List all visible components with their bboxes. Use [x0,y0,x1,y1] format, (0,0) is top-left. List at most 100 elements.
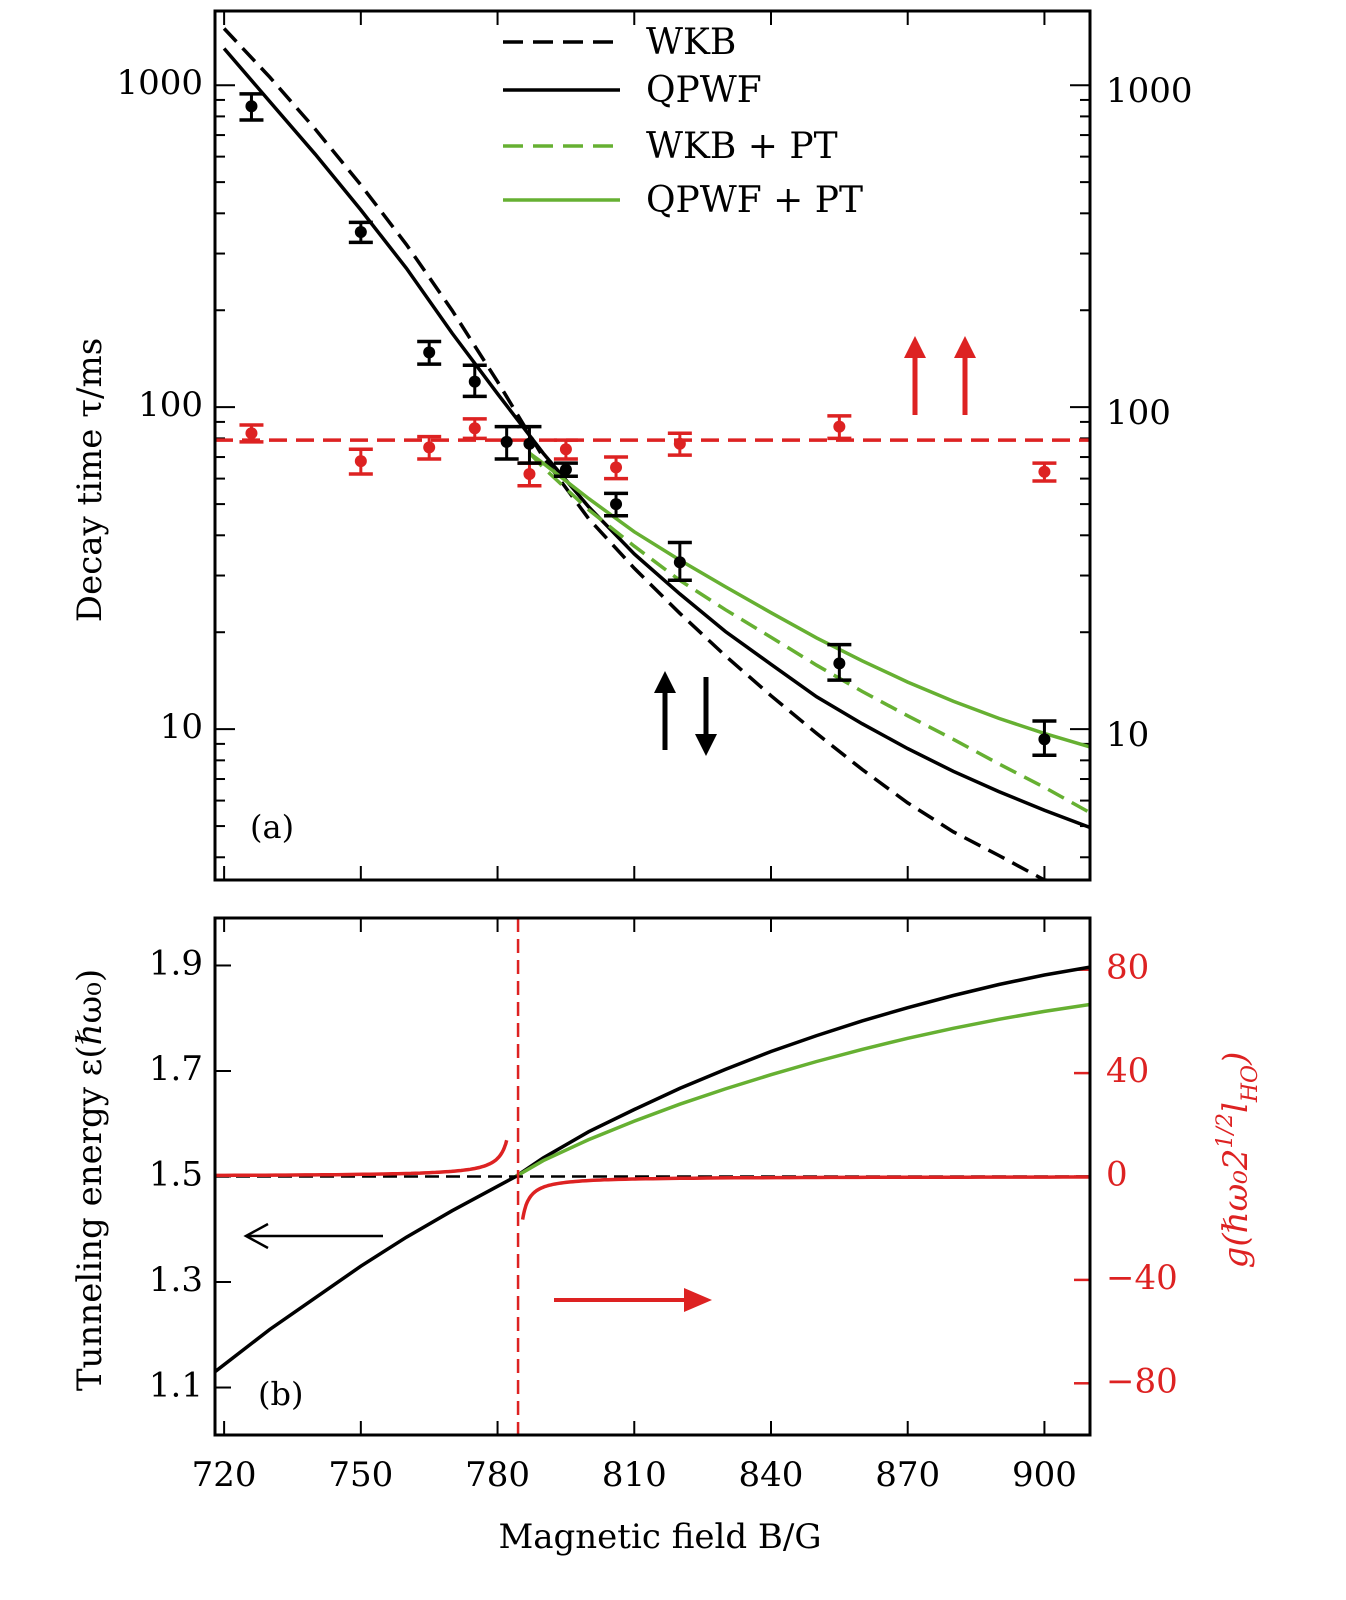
panel-b-ytick-label-right: 40 [1106,1051,1149,1091]
red-point [239,423,264,444]
legend: WKB QPWF WKB + PT QPWF + PT [503,22,863,221]
marker [245,100,258,113]
arrow-head [243,1222,269,1250]
black-point [348,220,373,245]
black-point [827,642,852,682]
panel-b-xtick-label: 780 [465,1455,530,1495]
panel-a-label: (a) [250,808,294,846]
panel-b-xtick-label: 870 [875,1455,940,1495]
arrow-head [654,671,676,693]
red-point [667,431,692,457]
panel-b-plot-area [215,918,1090,1435]
panel-b-xtick-label: 900 [1012,1455,1077,1495]
arrow-head [695,734,717,756]
panel-a-ticks: 10 10 100 100 1000 1000 [116,11,1193,880]
marker [1038,465,1051,478]
panel-b: 720 750 780 810 840 870 900 1.1 1.3 1.5 1.7 1.9 −80 −… [70,916,1263,1557]
panel-b-ticks: 720 750 780 810 840 870 900 1.1 1.3 1.5 1.7 1.9 −80 −… [149,918,1178,1495]
series-line-3 [528,451,1090,749]
red-point [517,461,542,488]
red-point [417,434,442,461]
marker [423,346,436,359]
panel-b-ytick-label: 1.9 [149,943,203,983]
red-point [553,438,578,461]
black-point [1032,719,1057,757]
red-point [604,455,629,481]
panel-b-xtick-label: 840 [739,1455,804,1495]
series-line-2 [528,451,1090,815]
series-line-1 [222,47,1090,830]
panel-b-ytick-label: 1.1 [149,1366,203,1406]
legend-label: QPWF + PT [646,180,863,221]
marker [833,420,846,433]
black-point [667,540,692,583]
x-axis-title: Magnetic field B/G [498,1517,821,1557]
energy-curve-1 [514,1002,1090,1179]
panel-a-spin-arrows [654,336,976,756]
legend-label: WKB [646,22,736,63]
marker [523,437,536,450]
down-arrow-icon [695,677,717,756]
arrow-head [954,336,976,358]
panel-a-ytick-label: 100 [138,385,203,425]
panel-a-ytick-label-right: 100 [1106,393,1171,433]
marker [354,225,367,238]
black-point [462,363,487,399]
panel-b-ytick-label-right: 0 [1106,1155,1128,1195]
panel-b-frame [213,916,1092,1437]
marker [468,422,481,435]
right-arrow-icon [554,1288,712,1312]
panel-a-frame [213,9,1092,882]
panel-b-ylabel: Tunneling energy ε(ℏω₀) [70,969,110,1391]
arrow-head [684,1288,712,1312]
red-point [827,414,852,441]
black-point [239,92,264,122]
red-point [462,417,487,441]
panel-b-ytick-label-right: −80 [1106,1361,1178,1401]
panel-a-ytick-label-right: 1000 [1106,71,1193,111]
marker [523,468,536,481]
up-arrow-icon [954,336,976,415]
energy-curve-0 [215,965,1090,1374]
black-point [604,491,629,518]
panel-a-ytick-label: 1000 [116,63,203,103]
panel-b-ytick-label: 1.5 [149,1155,203,1195]
panel-b-arrows [243,1222,712,1312]
panel-b-ytick-label: 1.3 [149,1260,203,1300]
marker [610,461,623,474]
marker [833,657,846,670]
g-curve-branch-1 [520,1175,1090,1220]
panel-b-ytick-label-right: −40 [1106,1258,1178,1298]
panel-a-ylabel: Decay time τ/ms [70,338,110,622]
marker [1038,733,1051,746]
marker [354,455,367,468]
marker [610,498,623,511]
marker [423,441,436,454]
black-point [553,461,578,479]
marker [559,443,572,456]
panel-a: 10 10 100 100 1000 1000 Decay time τ/ms (a) W… [70,9,1193,882]
series-line-0 [222,27,1064,880]
panel-b-xtick-label: 810 [602,1455,667,1495]
marker [245,427,258,440]
marker [500,435,513,448]
panel-b-ytick-label: 1.7 [149,1049,203,1089]
marker [673,437,686,450]
panel-b-ytick-label-right: 80 [1106,948,1149,988]
black-point [517,424,542,465]
marker [673,556,686,569]
panel-a-ytick-label-right: 10 [1106,715,1149,755]
red-point [1032,461,1057,483]
panel-a-ytick-label: 10 [160,707,203,747]
black-point [417,339,442,366]
up-arrow-icon [904,336,926,415]
panel-b-xtick-label: 720 [192,1455,257,1495]
black-point [494,424,519,461]
left-arrow-icon [243,1222,383,1250]
red-point [348,447,373,476]
up-arrow-icon [654,671,676,750]
panel-b-label: (b) [258,1375,303,1413]
g-curve-branch-0 [215,1139,509,1178]
marker [559,463,572,476]
